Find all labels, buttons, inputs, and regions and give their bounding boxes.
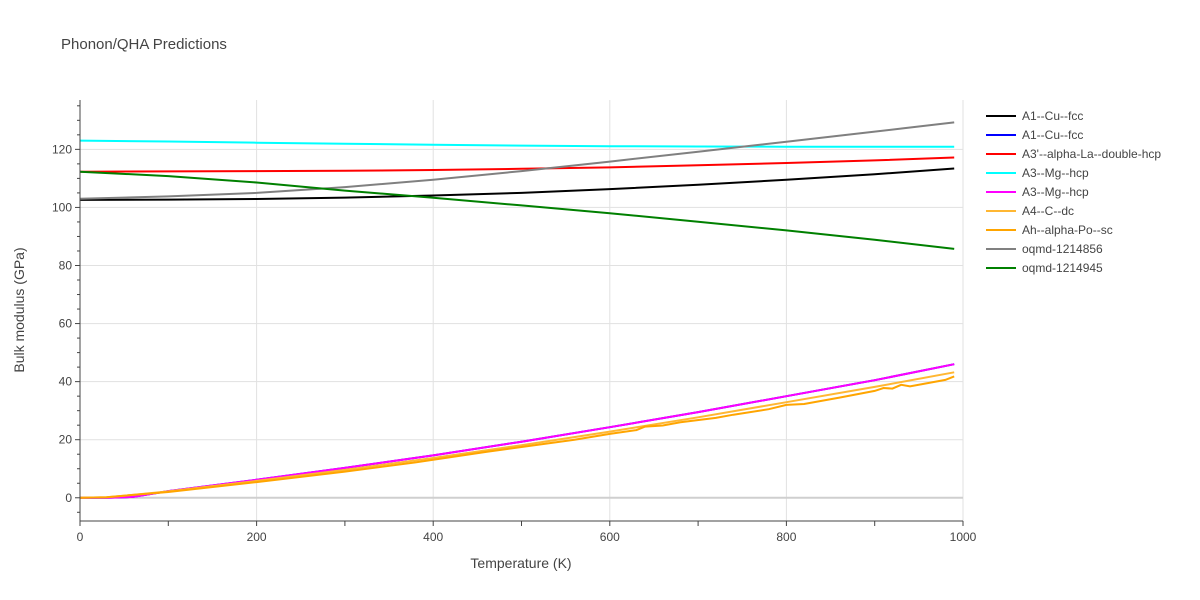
series-line-4	[80, 363, 955, 499]
y-tick-label: 60	[59, 317, 73, 331]
chart-title: Phonon/QHA Predictions	[61, 36, 227, 53]
legend-label: A1--Cu--fcc	[1022, 108, 1084, 123]
legend-swatch	[986, 190, 1016, 193]
legend-swatch	[986, 114, 1016, 117]
series-line-2	[79, 156, 955, 173]
legend: A1--Cu--fcc A1--Cu--fcc A3'--alpha-La--dou…	[986, 106, 1161, 277]
legend-label: A3--Mg--hcp	[1022, 165, 1089, 180]
legend-swatch	[986, 152, 1016, 155]
y-tick-label: 20	[59, 433, 73, 447]
y-tick-label: 100	[52, 200, 72, 214]
series-line-5	[79, 371, 955, 499]
series-line-6	[79, 375, 955, 499]
series-line-3	[79, 139, 955, 148]
x-tick-label: 400	[423, 530, 443, 544]
x-tick-label: 1000	[950, 530, 977, 544]
y-tick-label: 40	[59, 375, 73, 389]
legend-item[interactable]: oqmd-1214945	[986, 258, 1161, 277]
legend-label: oqmd-1214945	[1022, 260, 1103, 275]
legend-label: Ah--alpha-Po--sc	[1022, 222, 1113, 237]
series-line-8	[79, 170, 955, 250]
series-line-0	[79, 167, 955, 201]
series-lines	[79, 121, 955, 499]
legend-item[interactable]: A1--Cu--fcc	[986, 125, 1161, 144]
x-tick-label: 600	[600, 530, 620, 544]
legend-item[interactable]: oqmd-1214856	[986, 239, 1161, 258]
series-line-7	[79, 121, 955, 200]
series-line-1	[80, 363, 955, 499]
y-tick-label: 80	[59, 258, 73, 272]
legend-label: A4--C--dc	[1022, 203, 1075, 218]
legend-item[interactable]: A3'--alpha-La--double-hcp	[986, 144, 1161, 163]
x-axis-title: Temperature (K)	[470, 555, 571, 571]
legend-swatch	[986, 171, 1016, 174]
legend-swatch	[986, 266, 1016, 269]
legend-label: A3'--alpha-La--double-hcp	[1022, 146, 1162, 161]
y-tick-label: 0	[65, 491, 72, 505]
legend-item[interactable]: A3--Mg--hcp	[986, 163, 1161, 182]
legend-swatch	[986, 133, 1016, 136]
y-tick-label: 120	[52, 142, 72, 156]
legend-swatch	[986, 228, 1016, 231]
legend-item[interactable]: Ah--alpha-Po--sc	[986, 220, 1161, 239]
grid	[79, 100, 964, 521]
x-tick-label: 800	[776, 530, 796, 544]
y-axis-title: Bulk modulus (GPa)	[11, 247, 27, 372]
axes: 0 200 400 600 800 1000 0 20 40 60 80 100 120	[52, 100, 977, 544]
legend-label: oqmd-1214856	[1022, 241, 1103, 256]
legend-item[interactable]: A1--Cu--fcc	[986, 106, 1161, 125]
legend-label: A3--Mg--hcp	[1022, 184, 1089, 199]
legend-label: A1--Cu--fcc	[1022, 127, 1084, 142]
x-tick-label: 0	[77, 530, 84, 544]
legend-swatch	[986, 247, 1016, 250]
x-tick-label: 200	[247, 530, 267, 544]
legend-swatch	[986, 209, 1016, 212]
legend-item[interactable]: A4--C--dc	[986, 201, 1161, 220]
legend-item[interactable]: A3--Mg--hcp	[986, 182, 1161, 201]
